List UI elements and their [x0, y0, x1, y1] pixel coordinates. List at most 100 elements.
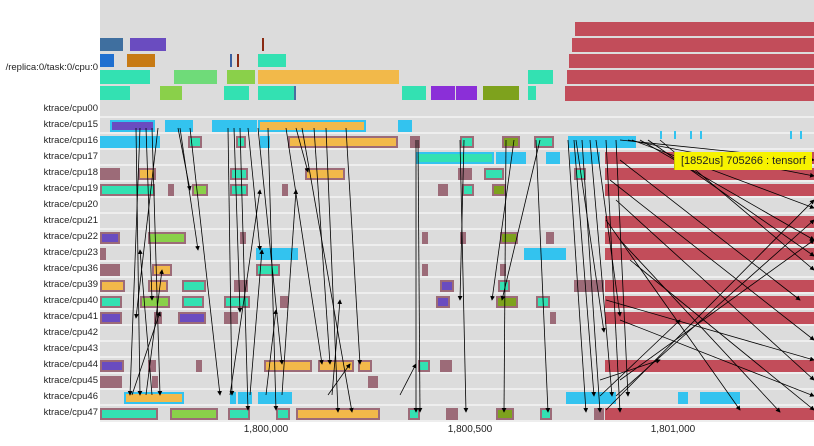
cpu-event[interactable]	[498, 410, 512, 418]
cpu-event[interactable]	[232, 170, 246, 178]
cpu-event[interactable]	[184, 298, 202, 306]
cpu-event[interactable]	[126, 394, 182, 402]
track-label-cpu[interactable]: ktrace/cpu39	[43, 279, 98, 290]
cpu-event[interactable]	[458, 168, 472, 180]
cpu-event[interactable]	[368, 376, 378, 388]
trace-events-svg[interactable]	[100, 0, 814, 422]
header-event[interactable]	[100, 38, 123, 51]
cpu-event[interactable]	[440, 360, 452, 372]
header-event[interactable]	[258, 54, 286, 67]
track-label-cpu[interactable]: ktrace/cpu43	[43, 343, 98, 354]
cpu-event[interactable]	[418, 154, 492, 162]
cpu-event[interactable]	[536, 138, 552, 146]
track-label-cpu[interactable]: ktrace/cpu41	[43, 311, 98, 322]
cpu-event[interactable]	[494, 186, 504, 194]
track-label-cpu[interactable]: ktrace/cpu19	[43, 183, 98, 194]
cpu-event[interactable]	[438, 184, 448, 196]
cpu-event[interactable]	[256, 248, 298, 260]
track-label-cpu[interactable]: ktrace/cpu45	[43, 375, 98, 386]
track-label-cpu[interactable]: ktrace/cpu47	[43, 407, 98, 418]
cpu-event[interactable]	[102, 410, 156, 418]
cpu-event[interactable]	[462, 138, 472, 146]
long-event[interactable]	[605, 184, 814, 196]
cpu-event[interactable]	[498, 298, 516, 306]
small-event[interactable]	[800, 131, 802, 139]
cpu-event[interactable]	[524, 248, 566, 260]
header-event[interactable]	[127, 54, 155, 67]
cpu-event[interactable]	[140, 170, 154, 178]
long-event[interactable]	[575, 22, 814, 36]
header-event[interactable]	[100, 86, 130, 100]
track-label-cpu[interactable]: ktrace/cpu46	[43, 391, 98, 402]
cpu-event[interactable]	[464, 186, 472, 194]
cpu-event[interactable]	[360, 362, 370, 370]
cpu-event[interactable]	[102, 298, 120, 306]
long-event[interactable]	[605, 232, 814, 244]
cpu-event[interactable]	[550, 312, 556, 324]
cpu-event[interactable]	[194, 186, 206, 194]
cpu-event[interactable]	[504, 138, 518, 146]
cpu-event[interactable]	[165, 120, 193, 132]
track-label-cpu[interactable]: ktrace/cpu42	[43, 327, 98, 338]
cpu-event[interactable]	[238, 138, 244, 146]
cpu-event[interactable]	[260, 122, 364, 130]
header-event[interactable]	[100, 54, 114, 67]
cpu-event[interactable]	[496, 152, 526, 164]
long-event[interactable]	[605, 168, 814, 180]
cpu-event[interactable]	[546, 232, 554, 244]
cpu-event[interactable]	[438, 298, 448, 306]
cpu-event[interactable]	[172, 410, 216, 418]
cpu-event[interactable]	[150, 234, 184, 242]
cpu-event[interactable]	[290, 138, 396, 146]
cpu-event[interactable]	[196, 360, 202, 372]
header-event[interactable]	[258, 86, 294, 100]
header-event[interactable]	[258, 70, 399, 84]
track-label-cpu[interactable]: ktrace/cpu15	[43, 119, 98, 130]
header-event[interactable]	[230, 54, 232, 67]
cpu-event[interactable]	[100, 136, 160, 148]
cpu-event[interactable]	[230, 392, 236, 404]
track-label-cpu[interactable]: ktrace/cpu00	[43, 103, 98, 114]
header-event[interactable]	[174, 70, 217, 84]
track-label-cpu[interactable]: ktrace/cpu20	[43, 199, 98, 210]
long-event[interactable]	[565, 86, 814, 101]
cpu-event[interactable]	[486, 170, 502, 178]
cpu-event[interactable]	[148, 360, 156, 372]
track-label-cpu[interactable]: ktrace/cpu44	[43, 359, 98, 370]
cpu-event[interactable]	[102, 282, 123, 290]
header-event[interactable]	[528, 70, 553, 84]
cpu-event[interactable]	[258, 392, 292, 404]
track-label-cpu[interactable]: ktrace/cpu18	[43, 167, 98, 178]
cpu-event[interactable]	[280, 296, 288, 308]
cpu-event[interactable]	[678, 392, 688, 404]
cpu-event[interactable]	[298, 410, 378, 418]
track-label-cpu[interactable]: ktrace/cpu17	[43, 151, 98, 162]
cpu-event[interactable]	[226, 298, 248, 306]
cpu-event[interactable]	[102, 314, 120, 322]
cpu-event[interactable]	[500, 282, 508, 290]
cpu-event[interactable]	[542, 410, 550, 418]
cpu-event[interactable]	[442, 282, 452, 290]
long-event[interactable]	[605, 408, 814, 420]
cpu-event[interactable]	[422, 232, 428, 244]
small-event[interactable]	[790, 131, 792, 139]
cpu-event[interactable]	[184, 282, 204, 290]
cpu-event[interactable]	[568, 136, 636, 148]
cpu-event[interactable]	[102, 234, 118, 242]
track-label-cpu[interactable]: ktrace/cpu21	[43, 215, 98, 226]
cpu-event[interactable]	[422, 264, 428, 276]
header-event[interactable]	[100, 70, 150, 84]
long-event[interactable]	[605, 296, 814, 308]
long-event[interactable]	[572, 38, 814, 52]
cpu-event[interactable]	[570, 152, 600, 164]
cpu-event[interactable]	[574, 280, 604, 292]
track-label-cpu[interactable]: ktrace/cpu40	[43, 295, 98, 306]
header-event[interactable]	[402, 86, 426, 100]
long-event[interactable]	[569, 54, 814, 68]
header-event[interactable]	[130, 38, 166, 51]
timeline-canvas[interactable]	[100, 0, 814, 422]
cpu-event[interactable]	[278, 410, 288, 418]
cpu-event[interactable]	[502, 234, 516, 242]
track-label-cpu[interactable]: ktrace/cpu22	[43, 231, 98, 242]
cpu-event[interactable]	[100, 168, 120, 180]
